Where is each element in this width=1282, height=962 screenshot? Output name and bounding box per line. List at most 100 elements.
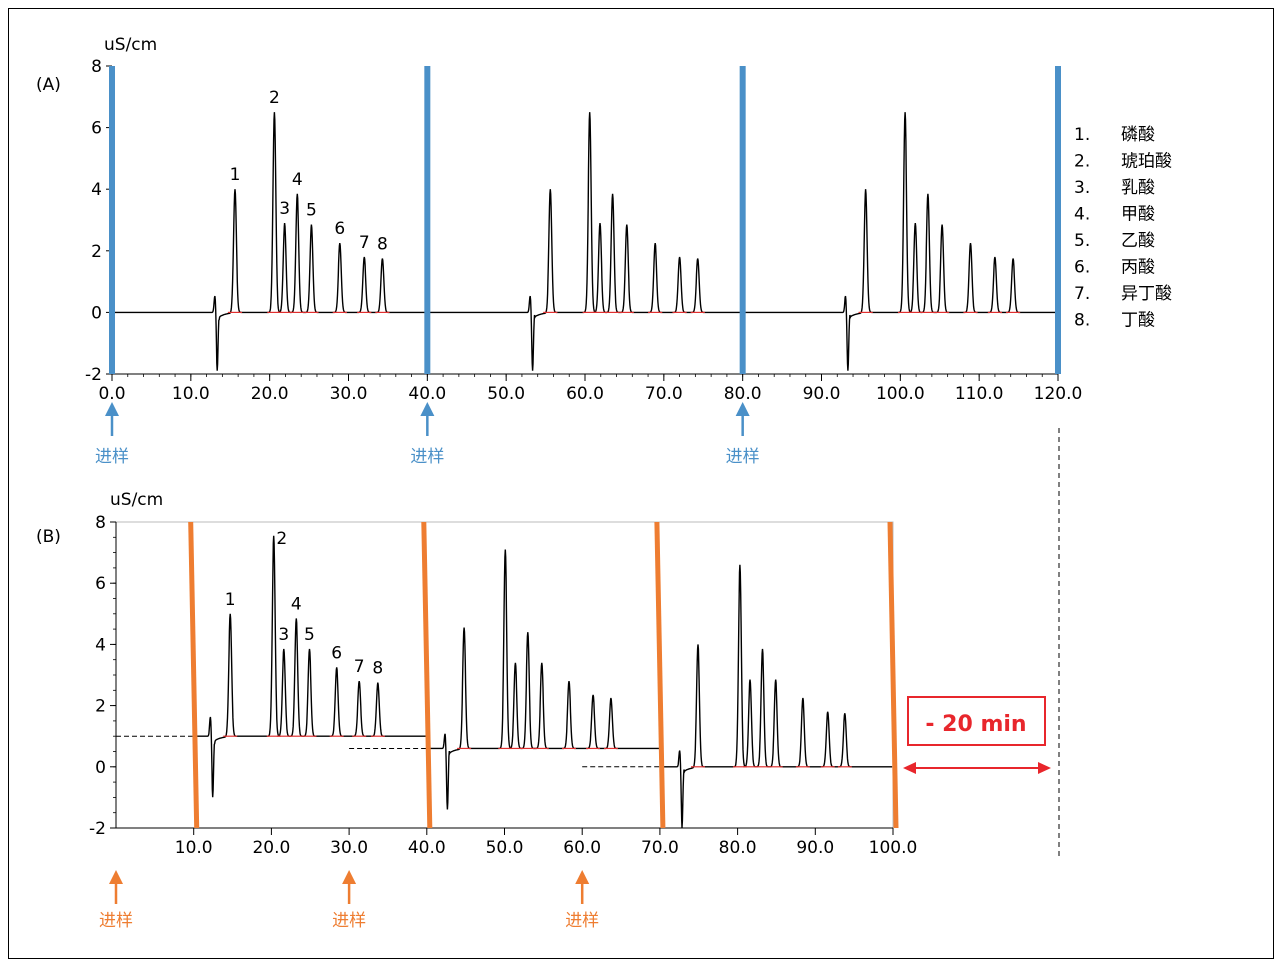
x-tick-label: 20.0 xyxy=(251,384,289,404)
legend-compound-name: 琥珀酸 xyxy=(1121,152,1172,172)
x-tick-label: 100.0 xyxy=(869,838,918,858)
x-tick-label: 70.0 xyxy=(641,838,679,858)
x-tick-label: 50.0 xyxy=(487,384,525,404)
injection-label: 进样 xyxy=(410,447,444,467)
legend-compound-name: 乙酸 xyxy=(1121,231,1155,251)
injection-marker-bar xyxy=(890,522,896,828)
injection-arrowhead xyxy=(105,402,119,416)
injection-label: 进样 xyxy=(332,911,366,931)
injection-label: 进样 xyxy=(726,447,760,467)
legend-number: 8. xyxy=(1074,311,1090,331)
y-tick-label: 4 xyxy=(95,635,106,655)
x-tick-label: 80.0 xyxy=(724,384,762,404)
y-tick-label: 0 xyxy=(95,758,106,778)
x-tick-label: 90.0 xyxy=(796,838,834,858)
injection-label: 进样 xyxy=(565,911,599,931)
y-tick-label: 6 xyxy=(91,119,102,139)
compound-legend: 1. 磷酸 2. 琥珀酸 3. 乳酸 4. 甲酸 5. 乙酸 6. 丙酸 7. 异丁酸 8. 丁酸 xyxy=(1074,125,1172,331)
panel-b-y-axis-label: uS/cm xyxy=(110,490,163,510)
x-tick-label: 10.0 xyxy=(172,384,210,404)
peak-label: 2 xyxy=(269,88,280,108)
legend-number: 1. xyxy=(1074,125,1090,145)
annotation-arrowhead-right xyxy=(1038,762,1051,774)
y-tick-label: -2 xyxy=(89,819,106,839)
injection-arrowhead xyxy=(109,870,123,884)
x-tick-label: 10.0 xyxy=(175,838,213,858)
legend-compound-name: 丁酸 xyxy=(1121,311,1155,331)
x-tick-label: 40.0 xyxy=(408,384,446,404)
panel-b-label: (B) xyxy=(36,527,61,547)
panel-a-label: (A) xyxy=(36,75,61,95)
chromatogram-trace xyxy=(195,536,427,797)
injection-arrowhead xyxy=(342,870,356,884)
y-tick-label: 0 xyxy=(91,303,102,323)
injection-marker-bar xyxy=(191,522,197,828)
injection-label: 进样 xyxy=(95,447,129,467)
y-tick-label: -2 xyxy=(85,365,102,385)
chromatogram-trace xyxy=(428,112,742,371)
x-tick-label: 80.0 xyxy=(719,838,757,858)
annotation-text: - 20 min xyxy=(925,712,1026,737)
peak-label: 4 xyxy=(292,170,303,190)
peak-label: 1 xyxy=(225,590,236,610)
x-tick-label: 60.0 xyxy=(563,838,601,858)
injection-arrowhead xyxy=(575,870,589,884)
injection-arrowhead xyxy=(736,402,750,416)
peak-label: 6 xyxy=(334,219,345,239)
x-tick-label: 90.0 xyxy=(803,384,841,404)
injection-label: 进样 xyxy=(99,911,133,931)
y-tick-label: 4 xyxy=(91,180,102,200)
legend-number: 7. xyxy=(1074,284,1090,304)
injection-arrowhead xyxy=(420,402,434,416)
y-tick-label: 8 xyxy=(91,57,102,77)
peak-label: 4 xyxy=(291,594,302,614)
peak-label: 7 xyxy=(359,233,370,253)
legend-compound-name: 甲酸 xyxy=(1121,205,1155,225)
peak-label: 3 xyxy=(278,625,289,645)
chromatogram-trace xyxy=(428,550,659,810)
peak-label: 8 xyxy=(377,235,388,255)
y-tick-label: 2 xyxy=(95,697,106,717)
legend-number: 6. xyxy=(1074,258,1090,278)
x-tick-label: 0.0 xyxy=(98,384,125,404)
legend-compound-name: 乳酸 xyxy=(1121,178,1155,198)
peak-label: 6 xyxy=(331,643,342,663)
x-tick-label: 50.0 xyxy=(486,838,524,858)
injection-marker-bar xyxy=(424,522,430,828)
chromatogram-trace xyxy=(744,112,1058,371)
annotation-arrowhead-left xyxy=(903,762,916,774)
legend-compound-name: 丙酸 xyxy=(1121,258,1155,278)
legend-compound-name: 异丁酸 xyxy=(1121,284,1172,304)
x-tick-label: 120.0 xyxy=(1034,384,1083,404)
x-tick-label: 60.0 xyxy=(566,384,604,404)
x-tick-label: 30.0 xyxy=(330,384,368,404)
injection-marker-bar xyxy=(657,522,663,828)
panel-b-chart: (B) uS/cm -2 0 2 4 6 8 10.0 20.0 30.0 40.0 50.0 60.… xyxy=(36,490,917,931)
legend-number: 3. xyxy=(1074,178,1090,198)
x-tick-label: 30.0 xyxy=(330,838,368,858)
x-tick-label: 40.0 xyxy=(408,838,446,858)
y-tick-label: 2 xyxy=(91,242,102,262)
time-saving-annotation: - 20 min xyxy=(903,428,1059,858)
legend-compound-name: 磷酸 xyxy=(1121,125,1155,145)
peak-label: 5 xyxy=(306,201,317,221)
panel-a-y-axis-label: uS/cm xyxy=(104,35,157,55)
legend-number: 2. xyxy=(1074,152,1090,172)
peak-label: 2 xyxy=(276,529,287,549)
legend-number: 4. xyxy=(1074,205,1090,225)
x-tick-label: 110.0 xyxy=(955,384,1004,404)
x-tick-label: 20.0 xyxy=(252,838,290,858)
legend-number: 5. xyxy=(1074,231,1090,251)
peak-label: 3 xyxy=(279,199,290,219)
x-tick-label: 100.0 xyxy=(876,384,925,404)
x-tick-label: 70.0 xyxy=(645,384,683,404)
y-tick-label: 6 xyxy=(95,574,106,594)
peak-label: 5 xyxy=(304,625,315,645)
peak-label: 1 xyxy=(230,165,241,185)
peak-label: 7 xyxy=(354,657,365,677)
chromatogram-trace xyxy=(661,565,893,828)
peak-label: 8 xyxy=(372,659,383,679)
y-tick-label: 8 xyxy=(95,513,106,533)
